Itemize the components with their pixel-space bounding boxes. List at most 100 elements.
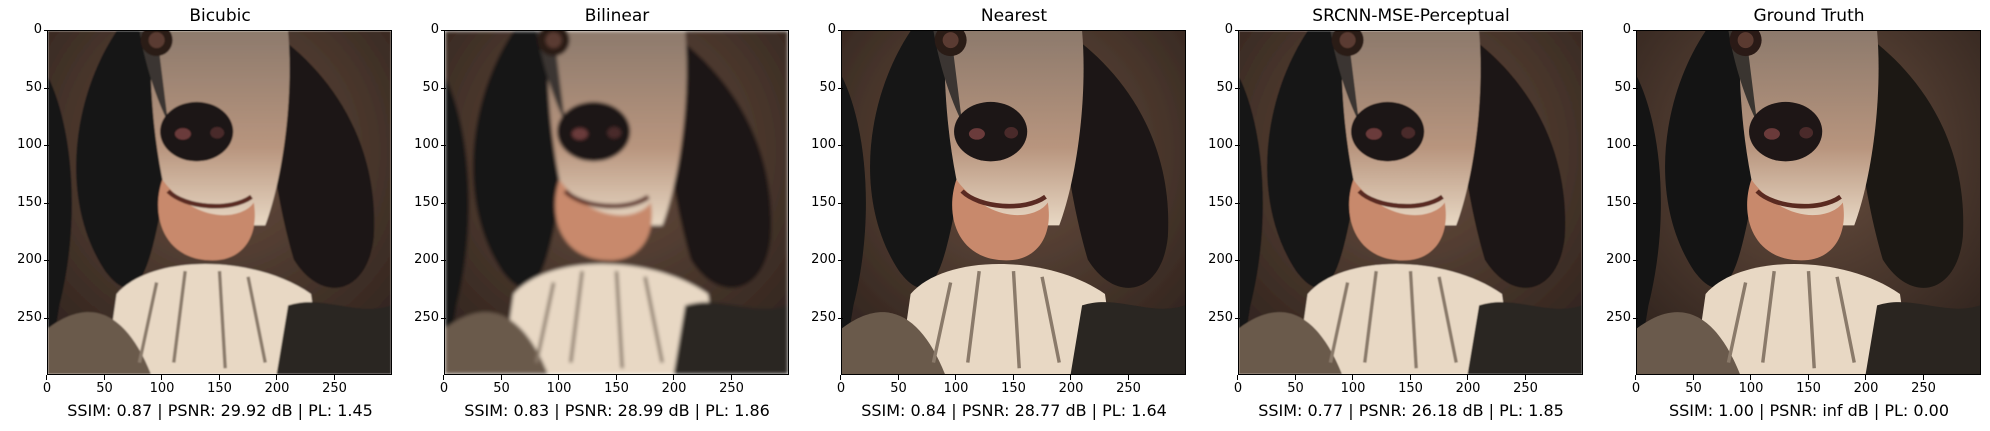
x-tick-text: 200: [1058, 381, 1084, 396]
x-tick-text: 50: [890, 381, 907, 396]
x-tick-label: 0: [424, 375, 464, 396]
x-tick-label: 50: [879, 375, 919, 396]
y-tick-label: 50: [1193, 79, 1240, 95]
y-tick-mark: [1633, 202, 1638, 204]
panel-title: Bicubic: [189, 6, 251, 26]
x-tick-mark: [673, 375, 674, 380]
y-tick-text: 250: [1208, 309, 1233, 325]
y-tick-mark: [44, 145, 49, 146]
y-tick-label: 250: [1591, 309, 1638, 325]
y-tick-mark: [838, 202, 843, 204]
x-tick-text: 200: [264, 381, 290, 396]
x-tick-mark: [897, 375, 899, 380]
y-tick-label: 50: [399, 80, 446, 95]
y-tick-mark: [1633, 30, 1638, 31]
y-tick-mark: [441, 202, 446, 204]
y-tick-mark: [838, 30, 843, 31]
image-panel: Ground Truth 0 50 100 150 200 250 0 50 100 150 200 2…: [1589, 0, 1981, 431]
x-tick-text: 100: [546, 381, 572, 396]
dog-image: [1636, 30, 1981, 375]
y-tick-text: 250: [414, 309, 439, 325]
x-tick-label: 150: [200, 375, 240, 396]
x-tick-mark: [615, 375, 617, 380]
x-tick-text: 100: [1340, 381, 1366, 396]
x-tick-label: 0: [1218, 375, 1258, 396]
x-tick-label: 150: [597, 375, 637, 396]
x-tick-label: 50: [482, 375, 522, 396]
y-tick-mark: [441, 260, 446, 261]
y-tick-text: 250: [1606, 309, 1631, 325]
y-tick-mark: [1235, 87, 1240, 89]
x-tick-mark: [955, 375, 956, 380]
y-tick-text: 150: [1208, 194, 1233, 210]
image-panel: Bicubic 0 50 100 150 200 250 0 50 100 150 200 250 SSI…: [0, 0, 392, 431]
y-tick-label: 150: [796, 195, 843, 210]
x-tick-mark: [103, 375, 105, 380]
y-tick-text: 150: [17, 194, 42, 210]
y-tick-text: 50: [1216, 79, 1233, 95]
y-tick-mark: [1235, 202, 1240, 204]
y-tick-mark: [441, 145, 446, 146]
x-tick-text: 150: [1001, 381, 1026, 396]
x-tick-mark: [1865, 375, 1866, 380]
x-tick-mark: [1012, 375, 1014, 380]
panel-title: Ground Truth: [1753, 6, 1865, 26]
y-tick-label: 200: [1193, 253, 1240, 267]
y-tick-label: 50: [1591, 80, 1638, 95]
y-tick-mark: [1235, 317, 1240, 319]
x-tick-text: 100: [943, 381, 969, 396]
x-tick-label: 100: [936, 375, 976, 396]
x-tick-text: 250: [1513, 381, 1538, 396]
x-tick-mark: [443, 375, 444, 380]
x-tick-mark: [1750, 375, 1751, 380]
x-tick-text: 150: [604, 381, 629, 396]
dog-image: [444, 30, 789, 375]
y-tick-mark: [1633, 87, 1638, 89]
y-tick-mark: [441, 87, 446, 89]
y-tick-mark: [44, 30, 49, 31]
y-tick-text: 50: [819, 79, 836, 95]
x-tick-label: 100: [539, 375, 579, 396]
x-tick-label: 100: [1333, 375, 1373, 396]
y-tick-label: 0: [1591, 22, 1638, 37]
x-tick-label: 200: [257, 375, 297, 396]
x-tick-mark: [1635, 375, 1636, 380]
y-tick-text: 100: [1606, 137, 1631, 152]
x-tick-text: 250: [322, 381, 347, 396]
y-tick-label: 150: [1193, 194, 1240, 210]
x-tick-text: 50: [1287, 381, 1304, 396]
y-tick-mark: [838, 145, 843, 146]
y-tick-mark: [441, 30, 446, 31]
y-tick-label: 150: [1591, 195, 1638, 210]
x-tick-text: 100: [149, 381, 175, 396]
metrics-caption: SSIM: 0.77 | PSNR: 26.18 dB | PL: 1.85: [1258, 401, 1564, 420]
y-tick-label: 200: [796, 253, 843, 267]
x-tick-text: 150: [207, 381, 232, 396]
x-tick-mark: [1524, 375, 1526, 380]
x-tick-mark: [333, 375, 335, 380]
image-panel: Bilinear 0 50 100 150 200 250 0 50 100 150 200 250 SS…: [397, 0, 789, 431]
x-tick-mark: [218, 375, 220, 380]
x-tick-label: 200: [1448, 375, 1488, 396]
x-tick-label: 100: [142, 375, 182, 396]
x-tick-mark: [730, 375, 732, 380]
y-tick-text: 150: [414, 194, 439, 210]
y-tick-text: 0: [1622, 22, 1631, 37]
x-tick-mark: [1070, 375, 1071, 380]
y-tick-text: 100: [811, 137, 836, 152]
y-tick-label: 0: [1193, 23, 1240, 37]
y-tick-mark: [1235, 260, 1240, 261]
y-tick-text: 0: [430, 22, 439, 37]
y-tick-mark: [441, 317, 446, 319]
x-tick-label: 0: [1616, 375, 1656, 396]
y-tick-text: 200: [414, 252, 439, 267]
x-tick-mark: [1807, 375, 1809, 380]
x-tick-label: 150: [994, 375, 1034, 396]
y-tick-text: 50: [25, 79, 42, 95]
x-tick-mark: [161, 375, 162, 380]
y-tick-label: 250: [2, 310, 49, 325]
x-tick-mark: [1692, 375, 1694, 380]
x-tick-label: 50: [1674, 375, 1714, 396]
y-tick-text: 0: [827, 22, 836, 37]
panel-title: SRCNN-MSE-Perceptual: [1312, 6, 1510, 26]
